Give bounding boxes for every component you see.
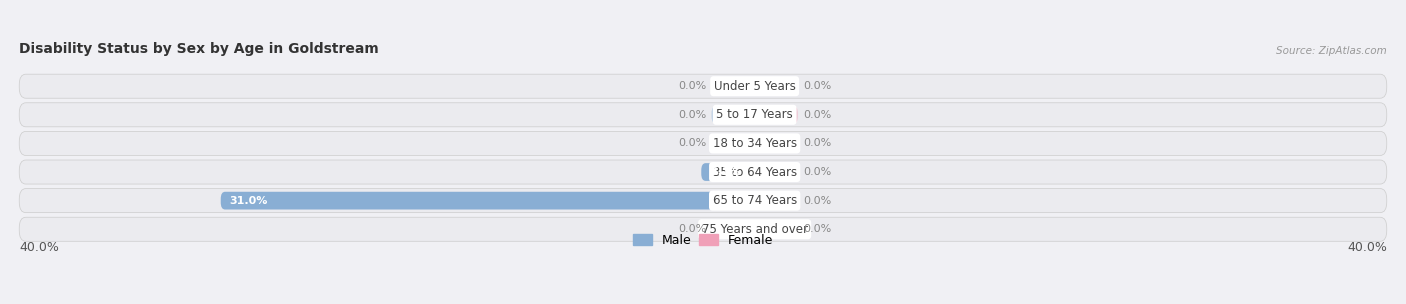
Text: Disability Status by Sex by Age in Goldstream: Disability Status by Sex by Age in Golds… bbox=[20, 42, 380, 56]
Text: 18 to 34 Years: 18 to 34 Years bbox=[713, 137, 797, 150]
Text: 40.0%: 40.0% bbox=[20, 241, 59, 254]
FancyBboxPatch shape bbox=[20, 74, 1386, 98]
Text: 0.0%: 0.0% bbox=[803, 196, 831, 206]
Text: 35 to 64 Years: 35 to 64 Years bbox=[713, 166, 797, 178]
Text: 0.0%: 0.0% bbox=[803, 138, 831, 148]
FancyBboxPatch shape bbox=[755, 163, 797, 181]
FancyBboxPatch shape bbox=[711, 106, 755, 124]
Text: 0.0%: 0.0% bbox=[678, 224, 706, 234]
Text: 31.0%: 31.0% bbox=[229, 196, 267, 206]
Text: Under 5 Years: Under 5 Years bbox=[714, 80, 796, 93]
Text: 75 Years and over: 75 Years and over bbox=[702, 223, 807, 236]
FancyBboxPatch shape bbox=[711, 77, 755, 95]
Text: 0.0%: 0.0% bbox=[803, 110, 831, 120]
Text: 0.0%: 0.0% bbox=[678, 81, 706, 91]
Text: 0.0%: 0.0% bbox=[678, 110, 706, 120]
FancyBboxPatch shape bbox=[221, 192, 755, 209]
FancyBboxPatch shape bbox=[711, 135, 755, 152]
FancyBboxPatch shape bbox=[20, 160, 1386, 184]
FancyBboxPatch shape bbox=[755, 106, 797, 124]
Text: 0.0%: 0.0% bbox=[803, 81, 831, 91]
Text: 0.0%: 0.0% bbox=[803, 224, 831, 234]
Text: 0.0%: 0.0% bbox=[678, 138, 706, 148]
FancyBboxPatch shape bbox=[755, 77, 797, 95]
Text: 5 to 17 Years: 5 to 17 Years bbox=[716, 108, 793, 121]
FancyBboxPatch shape bbox=[20, 217, 1386, 241]
FancyBboxPatch shape bbox=[755, 192, 797, 209]
Text: Source: ZipAtlas.com: Source: ZipAtlas.com bbox=[1277, 46, 1386, 56]
FancyBboxPatch shape bbox=[711, 220, 755, 238]
FancyBboxPatch shape bbox=[755, 135, 797, 152]
Legend: Male, Female: Male, Female bbox=[633, 234, 773, 247]
FancyBboxPatch shape bbox=[702, 163, 755, 181]
FancyBboxPatch shape bbox=[755, 220, 797, 238]
FancyBboxPatch shape bbox=[20, 103, 1386, 127]
Text: 40.0%: 40.0% bbox=[1347, 241, 1386, 254]
Text: 0.0%: 0.0% bbox=[803, 167, 831, 177]
FancyBboxPatch shape bbox=[20, 188, 1386, 213]
Text: 3.1%: 3.1% bbox=[710, 167, 741, 177]
Text: 65 to 74 Years: 65 to 74 Years bbox=[713, 194, 797, 207]
FancyBboxPatch shape bbox=[20, 131, 1386, 155]
